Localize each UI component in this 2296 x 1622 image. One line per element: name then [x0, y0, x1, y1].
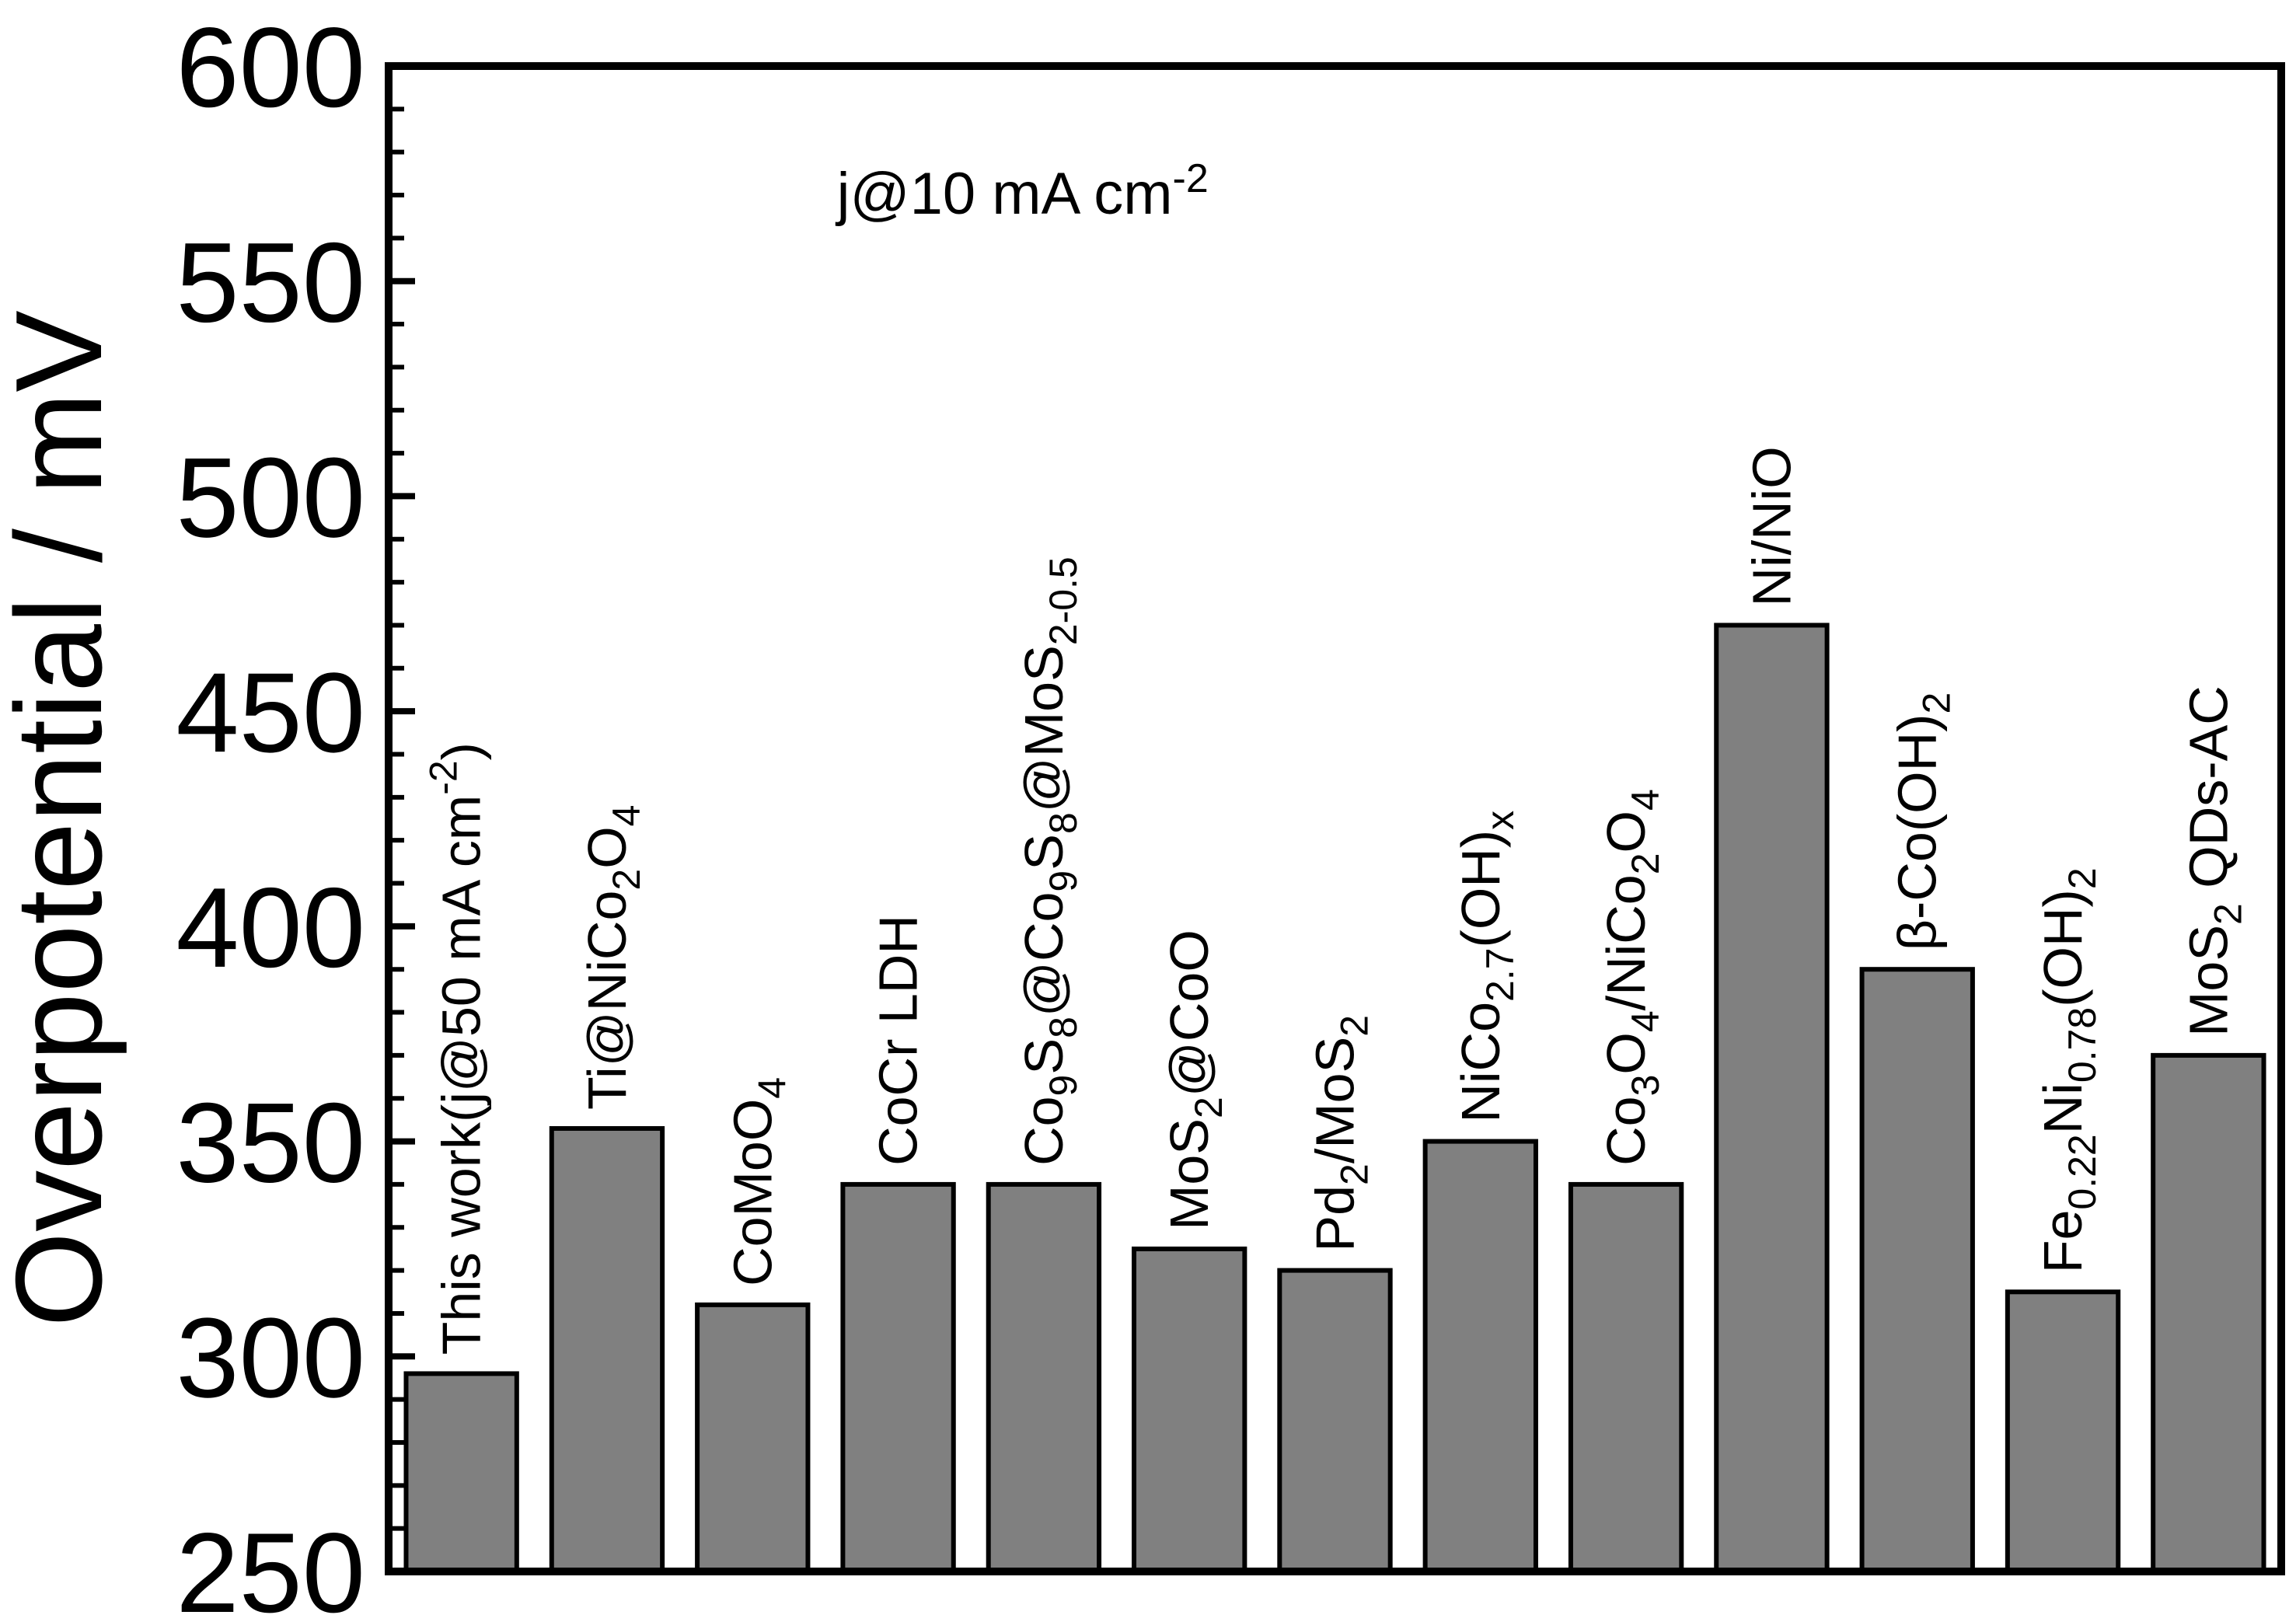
- bar-co3o4-nico2o4: [1568, 1181, 1684, 1575]
- bar-label-co9s8-mos2: Co9S8@Co9S8@MoS2-0.5: [1014, 556, 1085, 1166]
- bar-label-pd2-mos2: Pd2/MoS2: [1305, 1015, 1377, 1252]
- bar-label-ni-nio: Ni/NiO: [1741, 446, 1802, 606]
- bar-nico-oh: [1422, 1139, 1538, 1574]
- y-tick-label: 350: [176, 1080, 365, 1206]
- y-tick-label: 250: [176, 1509, 365, 1622]
- bar-comoo4: [695, 1302, 811, 1574]
- bar-beta-co-oh: [1859, 967, 1975, 1574]
- bar-label-feni-oh: Fe0.22Ni0.78(OH)2: [2033, 867, 2104, 1273]
- bar-label-beta-co-oh: β-Co(OH)2: [1887, 692, 1959, 951]
- y-tick-label: 500: [176, 434, 365, 560]
- current-density-annotation: j@10 mA cm-2: [836, 156, 1209, 227]
- y-tick-label: 450: [176, 649, 365, 776]
- bar-co9s8-mos2: [986, 1181, 1102, 1575]
- bar-label-this-work: This work(j@50 mA cm-2): [422, 742, 492, 1355]
- bar-pd2-mos2: [1277, 1268, 1393, 1574]
- y-tick-label: 600: [176, 4, 365, 131]
- bar-label-co3o4-nico2o4: Co3O4/NiCo2O4: [1596, 789, 1667, 1166]
- bar-cocr-ldh: [840, 1181, 956, 1575]
- annotation-superscript: -2: [1173, 156, 1209, 201]
- y-axis-ticks: 250 300 350 400 450 500 550 600: [176, 4, 415, 1622]
- bar-labels-layer: This work(j@50 mA cm-2) Ti@NiCo2O4 CoMoO4 C…: [422, 446, 2250, 1355]
- bar-ti-nico2o4: [549, 1125, 665, 1575]
- bar-ni-nio: [1714, 623, 1830, 1574]
- bar-mos2-coo: [1132, 1246, 1247, 1575]
- bar-label-comoo4: CoMoO4: [722, 1077, 794, 1286]
- bar-mos2-qds-ac: [2151, 1052, 2266, 1574]
- y-tick-label: 550: [176, 219, 365, 346]
- bar-feni-oh: [2005, 1289, 2121, 1575]
- plot-frame: [385, 62, 2285, 1575]
- bar-label-ti-nico2o4: Ti@NiCo2O4: [577, 805, 648, 1110]
- y-tick-label: 400: [176, 864, 365, 991]
- annotation-text: j@10 mA cm: [836, 161, 1173, 227]
- bar-label-nico-oh: NiCo2.7(OH)x: [1450, 811, 1522, 1123]
- y-axis-title: Overpotential / mV: [0, 310, 127, 1327]
- bars-layer: [403, 623, 2266, 1575]
- bar-label-mos2-coo: MoS2@CoO: [1159, 930, 1230, 1230]
- bar-label-mos2-qds-ac: MoS2 QDs-AC: [2178, 685, 2249, 1037]
- bar-this-work: [403, 1371, 519, 1574]
- y-tick-label: 300: [176, 1294, 365, 1421]
- bar-label-cocr-ldh: CoCr LDH: [868, 915, 929, 1166]
